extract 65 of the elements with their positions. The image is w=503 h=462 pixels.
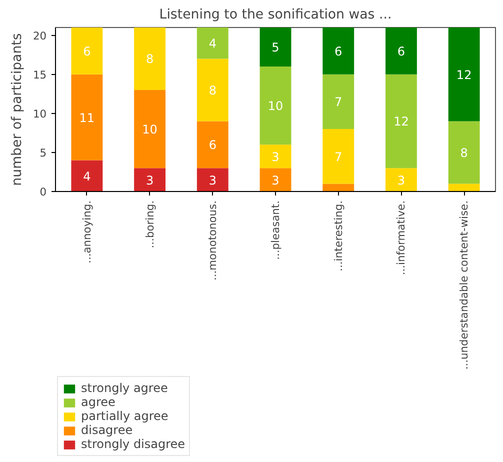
bar bbox=[134, 168, 166, 192]
data-label: 6 bbox=[208, 138, 216, 152]
x-tick-label: ...monotonous. bbox=[206, 200, 220, 280]
y-tick-label: 5 bbox=[40, 146, 46, 160]
bar bbox=[448, 121, 480, 184]
legend-label: strongly agree bbox=[81, 381, 168, 395]
bar bbox=[322, 28, 354, 74]
bar bbox=[322, 184, 354, 192]
data-label: 3 bbox=[146, 173, 154, 188]
data-label: 8 bbox=[208, 83, 216, 98]
data-label: 5 bbox=[272, 40, 280, 55]
x-tick-label: ...annoying. bbox=[80, 200, 94, 264]
bar bbox=[448, 28, 480, 122]
data-label: 10 bbox=[268, 99, 284, 114]
data-label: 11 bbox=[79, 110, 95, 125]
bar bbox=[196, 28, 228, 59]
bar bbox=[386, 28, 417, 74]
bar bbox=[260, 28, 292, 67]
bar bbox=[134, 90, 166, 168]
data-label: 4 bbox=[83, 169, 91, 184]
data-label: 3 bbox=[272, 150, 280, 164]
x-tick-label: ...understandable content-wise. bbox=[458, 200, 471, 370]
bar bbox=[386, 74, 417, 168]
data-label: 6 bbox=[397, 44, 406, 58]
x-tick-label: ...informative. bbox=[394, 200, 408, 276]
y-tick-label: 15 bbox=[32, 68, 47, 82]
data-label: 7 bbox=[334, 95, 342, 110]
bar bbox=[448, 184, 480, 192]
bar bbox=[196, 58, 228, 122]
x-tick-label: ...interesting. bbox=[332, 200, 345, 272]
bar bbox=[134, 28, 166, 90]
legend-label: partially agree bbox=[81, 409, 168, 423]
data-label: 12 bbox=[394, 114, 409, 129]
y-tick-label: 0 bbox=[40, 186, 47, 198]
y-axis-title: number of participants bbox=[10, 33, 25, 186]
y-tick-label: 20 bbox=[32, 29, 47, 42]
data-label: 8 bbox=[146, 52, 154, 66]
data-label: 6 bbox=[334, 44, 342, 58]
bar bbox=[71, 160, 103, 192]
bar bbox=[260, 144, 292, 168]
bar bbox=[386, 168, 417, 192]
x-tick-label: ...pleasant. bbox=[269, 200, 282, 260]
data-label: 12 bbox=[456, 68, 472, 82]
bar bbox=[71, 28, 103, 74]
legend-label: strongly disagree bbox=[81, 437, 186, 451]
legend-label: agree bbox=[81, 395, 116, 409]
data-label: 6 bbox=[83, 44, 91, 58]
data-label: 4 bbox=[208, 36, 216, 51]
data-label: 7 bbox=[334, 150, 342, 164]
data-label: 10 bbox=[142, 122, 158, 137]
data-label: 3 bbox=[272, 173, 280, 188]
legend-label: disagree bbox=[81, 423, 133, 437]
bar bbox=[322, 74, 354, 130]
y-tick-label: 10 bbox=[32, 107, 47, 120]
data-label: 3 bbox=[208, 173, 216, 188]
bar bbox=[196, 168, 228, 192]
x-tick-label: ...boring. bbox=[143, 200, 156, 248]
data-label: 3 bbox=[397, 173, 406, 188]
bar bbox=[260, 66, 292, 145]
bar bbox=[71, 74, 103, 160]
bar bbox=[260, 168, 292, 192]
bar bbox=[196, 121, 228, 168]
bar bbox=[322, 129, 354, 184]
data-label: 8 bbox=[460, 146, 468, 160]
chart-title: Listening to the sonification was ... bbox=[159, 8, 392, 22]
